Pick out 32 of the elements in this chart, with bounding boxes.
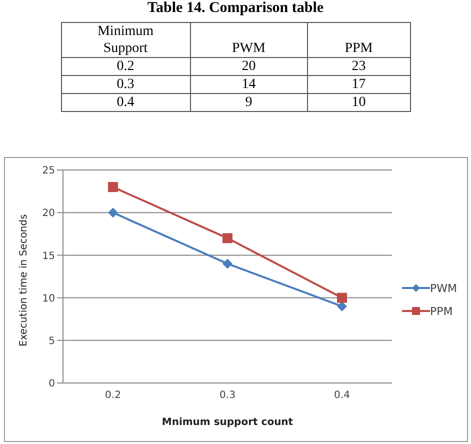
- data-label: 9: [190, 94, 308, 112]
- category-label: 0.3: [61, 76, 190, 94]
- y-tick-label: 25: [42, 166, 55, 177]
- data-label: 23: [308, 58, 410, 76]
- point: [336, 301, 347, 312]
- x-tick-label: 0.2: [105, 390, 121, 402]
- data-label: 14: [190, 76, 308, 94]
- x-tick-label: 0.4: [334, 390, 350, 402]
- y-axis-title: Execution time in Seconds: [18, 214, 30, 346]
- data-label: 17: [308, 76, 410, 94]
- x-tick-label: 0.3: [220, 390, 236, 402]
- point: [336, 292, 347, 303]
- y-tick-label: 15: [42, 250, 55, 262]
- text: Minimum Support: [96, 23, 154, 57]
- y-tick-label: 20: [42, 208, 55, 220]
- data-label: 20: [190, 58, 308, 76]
- category-label: 0.2: [61, 58, 190, 76]
- point: [222, 258, 232, 269]
- text: PWM: [190, 22, 308, 58]
- point: [108, 208, 118, 218]
- point: [222, 233, 232, 244]
- point: [108, 182, 118, 192]
- text: Table 14. Comparison table: [146, 0, 325, 18]
- text: PPM: [308, 22, 410, 58]
- data-label: 10: [308, 94, 410, 112]
- category-label: 0.4: [61, 94, 190, 112]
- y-tick-label: 5: [48, 336, 55, 347]
- legend-label: PPM: [430, 304, 453, 318]
- y-tick-label: 10: [42, 293, 55, 304]
- x-axis-title: Mnimum support count: [162, 417, 294, 428]
- legend-label: PWM: [430, 282, 457, 294]
- y-tick-label: 0: [48, 378, 55, 390]
